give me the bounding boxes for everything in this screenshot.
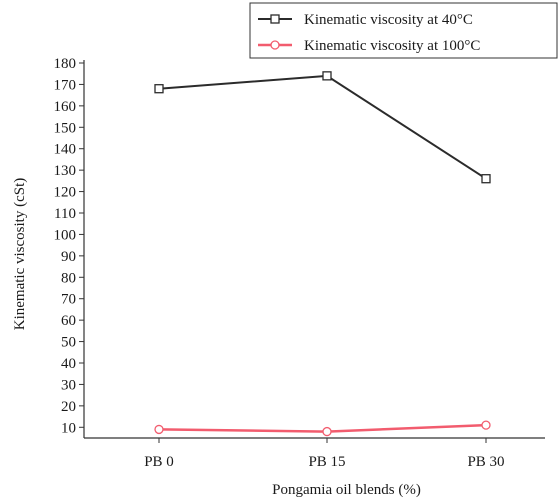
legend-swatch-marker [270,14,280,24]
x-tick-label: PB 0 [144,454,174,470]
y-tick-label: 110 [54,206,76,222]
data-point [322,71,332,81]
data-point [481,420,491,430]
legend-swatch-marker [270,40,280,50]
data-point [154,84,164,94]
y-tick-label: 80 [61,270,76,286]
y-tick-label: 60 [61,313,76,329]
legend: Kinematic viscosity at 40°C Kinematic vis… [249,2,558,59]
y-tick-label: 120 [54,185,77,201]
legend-label: Kinematic viscosity at 100°C [304,38,480,54]
y-tick-label: 100 [54,227,77,243]
y-tick-label: 130 [54,163,77,179]
y-tick-label: 40 [61,356,76,372]
y-tick-label: 30 [61,377,76,393]
x-tick-label: PB 30 [467,454,504,470]
axes [83,60,545,439]
y-tick-label: 50 [61,335,76,351]
y-ticks: 10 20 30 40 50 60 70 80 90 100 110 120 130 140 150 160 1… [54,56,84,436]
data-point [481,174,491,184]
y-tick-label: 90 [61,249,76,265]
series-group [154,71,491,437]
x-ticks: PB 0 PB 15 PB 30 [144,438,505,470]
data-point [154,424,164,435]
y-tick-label: 70 [61,292,76,308]
y-tick-label: 150 [54,120,77,136]
series-line-1 [158,74,487,180]
y-tick-label: 20 [61,399,76,415]
x-tick-label: PB 15 [308,454,345,470]
x-axis-label: Pongamia oil blends (%) [272,482,421,498]
y-tick-label: 170 [54,77,77,93]
y-tick-label: 180 [54,56,77,72]
data-point [322,426,332,437]
legend-box [249,2,558,59]
y-axis-label: Kinematic viscosity (cSt) [12,178,28,330]
y-tick-label: 10 [61,420,76,436]
y-tick-label: 140 [54,142,77,158]
y-tick-label: 160 [54,99,77,115]
legend-label: Kinematic viscosity at 40°C [304,12,473,28]
